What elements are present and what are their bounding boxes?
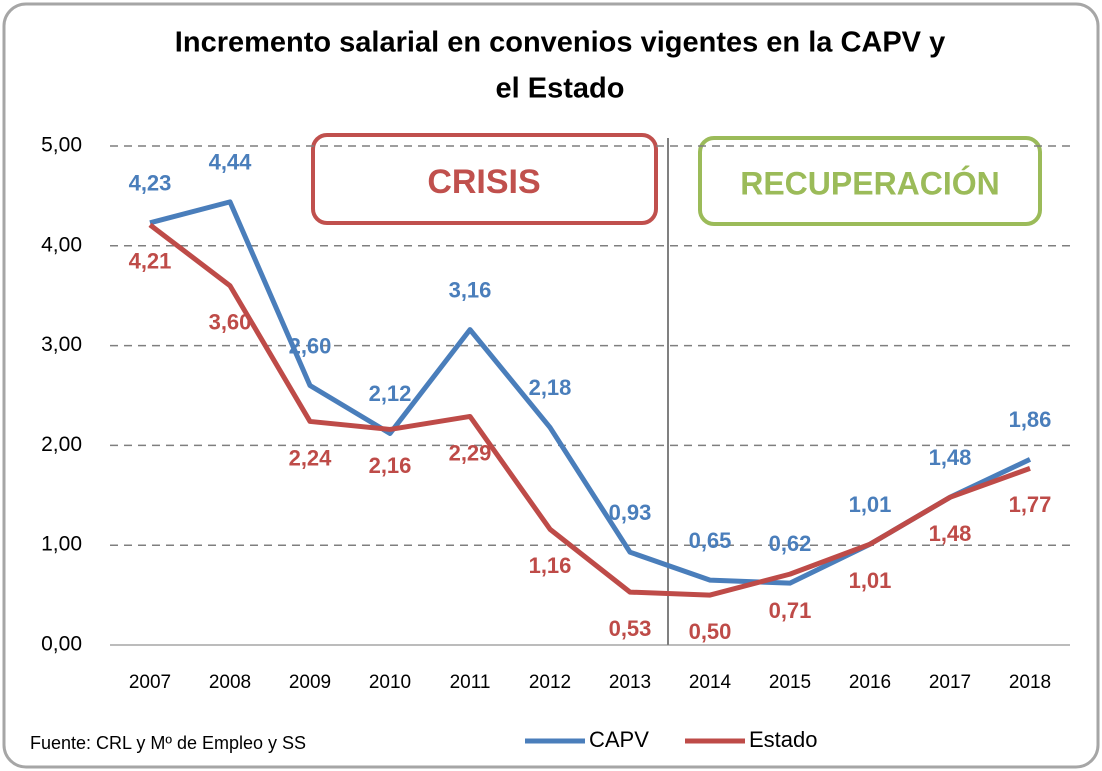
x-tick-label: 2018: [1009, 672, 1051, 693]
data-label: 1,48: [929, 445, 972, 470]
data-label: 2,16: [369, 453, 412, 478]
recovery-box: [698, 136, 1042, 226]
data-label: 4,21: [129, 249, 172, 274]
x-tick-label: 2009: [289, 672, 331, 693]
data-label: 0,71: [769, 598, 812, 623]
y-tick-label: 4,00: [41, 233, 82, 256]
data-label: 4,44: [209, 150, 253, 175]
x-tick-label: 2015: [769, 672, 811, 693]
x-tick-label: 2014: [689, 672, 732, 693]
data-label: 2,18: [529, 375, 572, 400]
x-tick-label: 2010: [369, 672, 411, 693]
legend-label: Estado: [749, 727, 818, 752]
y-tick-label: 5,00: [41, 134, 82, 157]
data-label: 0,50: [689, 619, 732, 644]
y-tick-label: 3,00: [41, 333, 82, 356]
data-label: 3,60: [209, 310, 252, 335]
legend-label: CAPV: [589, 727, 649, 752]
data-label: 1,77: [1009, 492, 1052, 517]
data-label: 0,62: [769, 531, 812, 556]
x-tick-label: 2013: [609, 672, 651, 693]
x-tick-label: 2008: [209, 672, 251, 693]
annotation: RECUPERACIÓN: [740, 165, 1000, 201]
y-tick-label: 0,00: [41, 633, 82, 656]
data-label: 2,12: [369, 381, 412, 406]
x-tick-label: 2011: [450, 672, 491, 693]
annotation: CRISIS: [427, 163, 540, 201]
x-tick-label: 2007: [129, 672, 171, 693]
chart-title: el Estado: [496, 73, 625, 105]
chart-title: Incremento salarial en convenios vigente…: [175, 27, 945, 59]
y-tick-label: 2,00: [41, 433, 82, 456]
data-label: 1,86: [1009, 407, 1052, 432]
x-tick-label: 2017: [929, 672, 971, 693]
x-tick-label: 2016: [849, 672, 891, 693]
data-label: 1,01: [849, 492, 892, 517]
data-label: 1,16: [529, 553, 572, 578]
data-label: 0,53: [609, 616, 652, 641]
data-label: 4,23: [129, 171, 172, 196]
source-note: Fuente: CRL y Mº de Empleo y SS: [30, 733, 306, 753]
crisis-box: [311, 133, 658, 225]
series-line: [148, 222, 1031, 598]
data-label: 0,65: [689, 528, 732, 553]
x-tick-label: 2012: [529, 672, 571, 693]
data-label: 3,16: [449, 277, 492, 302]
y-tick-label: 1,00: [41, 533, 82, 556]
data-label: 2,24: [289, 445, 333, 470]
data-label: 2,60: [289, 333, 332, 358]
data-label: 2,29: [449, 440, 492, 465]
data-label: 1,48: [929, 521, 972, 546]
data-label: 0,93: [609, 500, 652, 525]
data-label: 1,01: [849, 568, 892, 593]
